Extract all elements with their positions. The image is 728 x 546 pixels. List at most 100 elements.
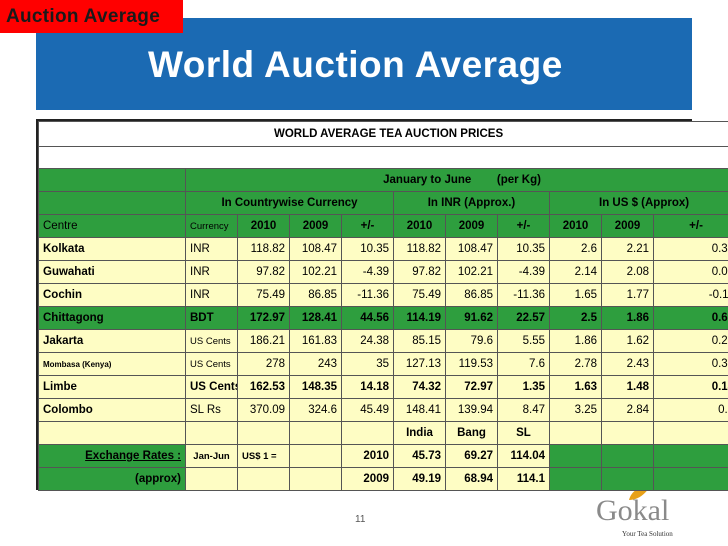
header-2010-local: 2010 (237, 214, 290, 238)
value-cell: 24.38 (341, 329, 394, 353)
value-cell: 35 (341, 352, 394, 376)
table-row: Cochin INR 75.49 86.85 -11.36 75.49 86.85 -11.3… (38, 283, 728, 307)
value-cell: 74.32 (393, 375, 446, 399)
value-cell: 0.4 (652, 398, 728, 422)
group-header-row: In Countrywise Currency In INR (Approx.)… (38, 191, 728, 215)
table-row: Chittagong BDT 172.97 128.41 44.56 114.19 91.6… (38, 306, 728, 330)
value-cell: 75.49 (237, 283, 290, 307)
value-cell: -4.39 (497, 260, 550, 284)
value-cell: 3.25 (549, 398, 602, 422)
period-label: January to June (383, 174, 472, 186)
value-cell: 128.41 (289, 306, 342, 330)
rate-2009-india: 49.19 (393, 467, 446, 491)
value-cell: 85.15 (393, 329, 446, 353)
exchange-country-bang: Bang (445, 421, 498, 445)
value-cell: 102.21 (289, 260, 342, 284)
rate-2010-india: 45.73 (393, 444, 446, 468)
value-cell: 278 (237, 352, 290, 376)
value-cell: 1.35 (497, 375, 550, 399)
header-centre: Centre (38, 214, 186, 238)
value-cell: 7.6 (497, 352, 550, 376)
currency-cell: US Cents (185, 329, 238, 353)
section-tag: Auction Average (0, 0, 183, 33)
title-banner (36, 18, 692, 110)
table-row: Mombasa (Kenya) US Cents 278 243 35 127.13 119… (38, 352, 728, 376)
value-cell: 119.53 (445, 352, 498, 376)
auction-price-table: WORLD AVERAGE TEA AUCTION PRICES January… (36, 119, 728, 491)
page-number: 11 (355, 514, 366, 525)
value-cell: 108.47 (445, 237, 498, 261)
currency-cell: SL Rs (185, 398, 238, 422)
value-cell: 14.18 (341, 375, 394, 399)
value-cell: 2.78 (549, 352, 602, 376)
column-header-row: Centre Currency 2010 2009 +/- 2010 2009 … (38, 214, 728, 238)
centre-name: Colombo (38, 398, 186, 422)
value-cell: 0.35 (652, 352, 728, 376)
value-cell: 1.86 (601, 306, 654, 330)
value-cell: 0.39 (652, 237, 728, 261)
value-cell: -0.11 (652, 283, 728, 307)
centre-name: Cochin (38, 283, 186, 307)
value-cell: 2.43 (601, 352, 654, 376)
exchange-2010-row: Exchange Rates : Jan-Jun US$ 1 = 2010 45… (38, 444, 728, 468)
centre-name: Kolkata (38, 237, 186, 261)
value-cell: 8.47 (497, 398, 550, 422)
exchange-country-sl: SL (497, 421, 550, 445)
exchange-period: Jan-Jun (185, 444, 238, 468)
value-cell: 79.6 (445, 329, 498, 353)
rate-2009-sl: 114.1 (497, 467, 550, 491)
value-cell: 10.35 (497, 237, 550, 261)
value-cell: 75.49 (393, 283, 446, 307)
currency-cell: US Cents (185, 375, 238, 399)
value-cell: 86.85 (445, 283, 498, 307)
value-cell: 139.94 (445, 398, 498, 422)
centre-name: Chittagong (38, 306, 186, 330)
currency-cell: INR (185, 283, 238, 307)
value-cell: -11.36 (497, 283, 550, 307)
value-cell: -11.36 (341, 283, 394, 307)
value-cell: 162.53 (237, 375, 290, 399)
value-cell: 186.21 (237, 329, 290, 353)
exchange-usd-label: US$ 1 = (237, 444, 290, 468)
logo-tagline: Your Tea Solution (622, 530, 673, 538)
header-2009-inr: 2009 (445, 214, 498, 238)
value-cell: 148.35 (289, 375, 342, 399)
value-cell: 1.63 (549, 375, 602, 399)
value-cell: 1.65 (549, 283, 602, 307)
value-cell: 243 (289, 352, 342, 376)
table-title-row: WORLD AVERAGE TEA AUCTION PRICES (37, 121, 728, 147)
header-2009-local: 2009 (289, 214, 342, 238)
value-cell: -4.39 (341, 260, 394, 284)
group-inr: In INR (Approx.) (393, 191, 550, 215)
header-2009-usd: 2009 (601, 214, 654, 238)
value-cell: 0.24 (652, 329, 728, 353)
value-cell: 44.56 (341, 306, 394, 330)
table-row: Colombo SL Rs 370.09 324.6 45.49 148.41 139.94… (38, 398, 728, 422)
value-cell: 114.19 (393, 306, 446, 330)
exchange-country-row: India Bang SL (38, 421, 728, 445)
unit-label: (per Kg) (496, 174, 541, 186)
value-cell: 172.97 (237, 306, 290, 330)
group-usd: In US $ (Approx) (548, 191, 728, 215)
blank-row (37, 146, 728, 169)
value-cell: 0.14 (652, 375, 728, 399)
slide-title: World Auction Average (148, 44, 563, 85)
value-cell: 2.14 (549, 260, 602, 284)
value-cell: 45.49 (341, 398, 394, 422)
currency-cell: US Cents (185, 352, 238, 376)
value-cell: 127.13 (393, 352, 446, 376)
value-cell: 118.82 (237, 237, 290, 261)
value-cell: 102.21 (445, 260, 498, 284)
header-diff-inr: +/- (497, 214, 550, 238)
header-currency: Currency (185, 214, 238, 238)
table-row: Kolkata INR 118.82 108.47 10.35 118.82 108.47 1… (38, 237, 728, 261)
group-local-currency: In Countrywise Currency (185, 191, 394, 215)
centre-name: Limbe (38, 375, 186, 399)
value-cell: 1.62 (601, 329, 654, 353)
value-cell: 2.6 (549, 237, 602, 261)
gokal-logo: Gokal Your Tea Solution (596, 484, 696, 542)
value-cell: 148.41 (393, 398, 446, 422)
header-2010-usd: 2010 (549, 214, 602, 238)
period-row: January to June (per Kg) (38, 168, 728, 192)
value-cell: 108.47 (289, 237, 342, 261)
